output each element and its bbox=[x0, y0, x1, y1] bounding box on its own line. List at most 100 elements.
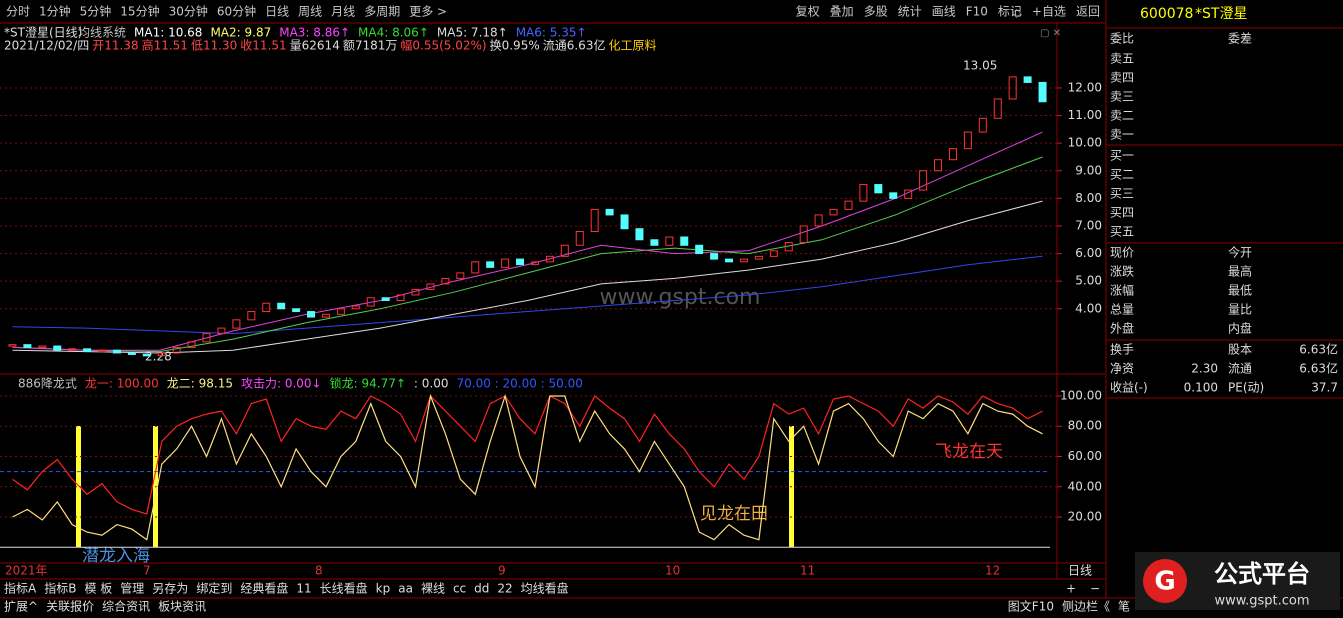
status-button[interactable]: 图文F10 bbox=[1008, 599, 1054, 614]
toolbar-button[interactable]: 周线 bbox=[298, 5, 322, 19]
buy-level: 买四 bbox=[1110, 206, 1134, 220]
toolbar-button[interactable]: 日线 bbox=[265, 5, 289, 19]
date-label: 2021年 bbox=[5, 564, 48, 578]
tab[interactable]: 经典看盘 bbox=[240, 581, 288, 596]
quote-field: 2021/12/02/四 bbox=[4, 39, 89, 53]
y-tick-label: 12.00 bbox=[1068, 80, 1102, 94]
status-button[interactable]: 扩展^ bbox=[4, 600, 38, 614]
sell-level: 卖五 bbox=[1110, 52, 1134, 66]
signal-label: 飞龙在天 bbox=[935, 442, 1003, 462]
signal-label: 潜龙入海 bbox=[82, 546, 150, 566]
y-tick-label: 100.00 bbox=[1060, 388, 1102, 402]
y-tick-label: 5.00 bbox=[1075, 274, 1102, 288]
quote-label: 今开 bbox=[1228, 245, 1252, 260]
indicator-legend: 锁龙: 94.77↑ bbox=[330, 376, 406, 391]
toolbar-button[interactable]: 60分钟 bbox=[217, 4, 256, 19]
y-tick-label: 60.00 bbox=[1068, 449, 1102, 463]
stat-value: 2.30 bbox=[1191, 362, 1218, 376]
candle bbox=[321, 313, 330, 318]
candle bbox=[650, 239, 659, 246]
tab[interactable]: cc bbox=[453, 582, 466, 596]
candle bbox=[635, 228, 644, 241]
quote-field: 额7181万 bbox=[343, 39, 398, 53]
toolbar-button[interactable]: 月线 bbox=[331, 5, 355, 19]
tab[interactable]: 指标A bbox=[4, 581, 37, 596]
toolbar-button[interactable]: 1分钟 bbox=[39, 4, 71, 19]
candle bbox=[516, 258, 525, 266]
zoom-out[interactable]: − bbox=[1090, 582, 1100, 596]
status-button[interactable]: 板块资讯 bbox=[158, 600, 206, 614]
tab[interactable]: dd bbox=[474, 582, 489, 596]
toolbar-button[interactable]: 5分钟 bbox=[80, 4, 112, 19]
tab[interactable]: 均线看盘 bbox=[521, 581, 569, 596]
signal-label: 见龙在田 bbox=[700, 504, 768, 524]
toolbar-button[interactable]: 分时 bbox=[6, 5, 30, 19]
candle bbox=[38, 345, 47, 349]
y-tick-label: 7.00 bbox=[1075, 218, 1102, 232]
toolbar-button[interactable]: 复权 bbox=[796, 5, 820, 19]
tab[interactable]: 裸线 bbox=[421, 581, 445, 596]
candle bbox=[948, 148, 957, 161]
toolbar-button[interactable]: 叠加 bbox=[830, 5, 854, 19]
y-tick-label: 10.00 bbox=[1068, 136, 1102, 150]
toolbar-button[interactable]: 统计 bbox=[898, 5, 922, 19]
tab[interactable]: 另存为 bbox=[152, 582, 188, 596]
candle bbox=[486, 261, 495, 268]
indicator-legend: 886降龙式 bbox=[18, 377, 77, 391]
buy-level: 买一 bbox=[1110, 149, 1134, 163]
toolbar-button[interactable]: F10 bbox=[966, 5, 988, 19]
quote-field: 高11.51 bbox=[142, 38, 188, 53]
tab[interactable]: 长线看盘 bbox=[320, 581, 368, 596]
candle bbox=[98, 349, 107, 353]
y-tick-label: 20.00 bbox=[1068, 510, 1102, 524]
zoom-in[interactable]: + bbox=[1066, 582, 1076, 596]
status-button[interactable]: 侧边栏《 bbox=[1062, 599, 1110, 614]
toolbar-button[interactable]: 30分钟 bbox=[169, 4, 208, 19]
status-button[interactable]: 关联报价 bbox=[46, 599, 94, 614]
candle bbox=[336, 308, 345, 315]
candle bbox=[83, 348, 92, 353]
tab[interactable]: 11 bbox=[296, 582, 311, 596]
tab[interactable]: kp bbox=[376, 582, 391, 596]
logo-icon bbox=[1143, 559, 1187, 603]
toolbar-button[interactable]: 多股 bbox=[864, 5, 888, 19]
tab[interactable]: 管理 bbox=[120, 581, 144, 596]
stat-value: 0.100 bbox=[1184, 381, 1218, 395]
toolbar-button[interactable]: 画线 bbox=[932, 5, 956, 19]
candle bbox=[874, 184, 883, 194]
toolbar-button[interactable]: 返回 bbox=[1076, 5, 1100, 19]
tab[interactable]: 22 bbox=[497, 582, 512, 596]
status-button[interactable]: 综合资讯 bbox=[102, 599, 150, 614]
stat-value: 37.7 bbox=[1311, 381, 1338, 395]
candle bbox=[680, 236, 689, 246]
y-tick-label: 11.00 bbox=[1068, 108, 1102, 122]
quote-label: 外盘 bbox=[1110, 321, 1134, 336]
candle bbox=[620, 214, 629, 230]
toolbar-button[interactable]: 标记 bbox=[998, 5, 1022, 19]
order-header: 委比 bbox=[1110, 32, 1134, 46]
status-button[interactable]: 笔 bbox=[1118, 599, 1130, 614]
tab[interactable]: 指标B bbox=[44, 581, 76, 596]
buy-level: 买三 bbox=[1110, 187, 1134, 201]
toolbar-button[interactable]: 更多 > bbox=[409, 5, 447, 19]
candle bbox=[575, 230, 584, 246]
period-label[interactable]: 日线 bbox=[1068, 564, 1092, 578]
date-label: 9 bbox=[498, 564, 506, 578]
toolbar-button[interactable]: +自选 bbox=[1032, 5, 1066, 19]
tab[interactable]: aa bbox=[398, 582, 413, 596]
stock-code: 600078 bbox=[1140, 6, 1193, 22]
tab[interactable]: 绑定到 bbox=[196, 581, 232, 596]
toolbar-button[interactable]: 多周期 bbox=[364, 5, 400, 19]
stat-label: 股本 bbox=[1228, 343, 1252, 357]
toolbar-button[interactable]: 15分钟 bbox=[120, 4, 159, 19]
candle bbox=[904, 189, 913, 199]
candle bbox=[351, 305, 360, 310]
date-label: 11 bbox=[800, 564, 815, 578]
ma-legend: MA6: 5.35↑ bbox=[516, 26, 587, 40]
candle bbox=[172, 346, 181, 354]
candle bbox=[471, 261, 480, 274]
tab[interactable]: 模 板 bbox=[84, 582, 112, 596]
icon: ◇ bbox=[1012, 6, 1022, 20]
